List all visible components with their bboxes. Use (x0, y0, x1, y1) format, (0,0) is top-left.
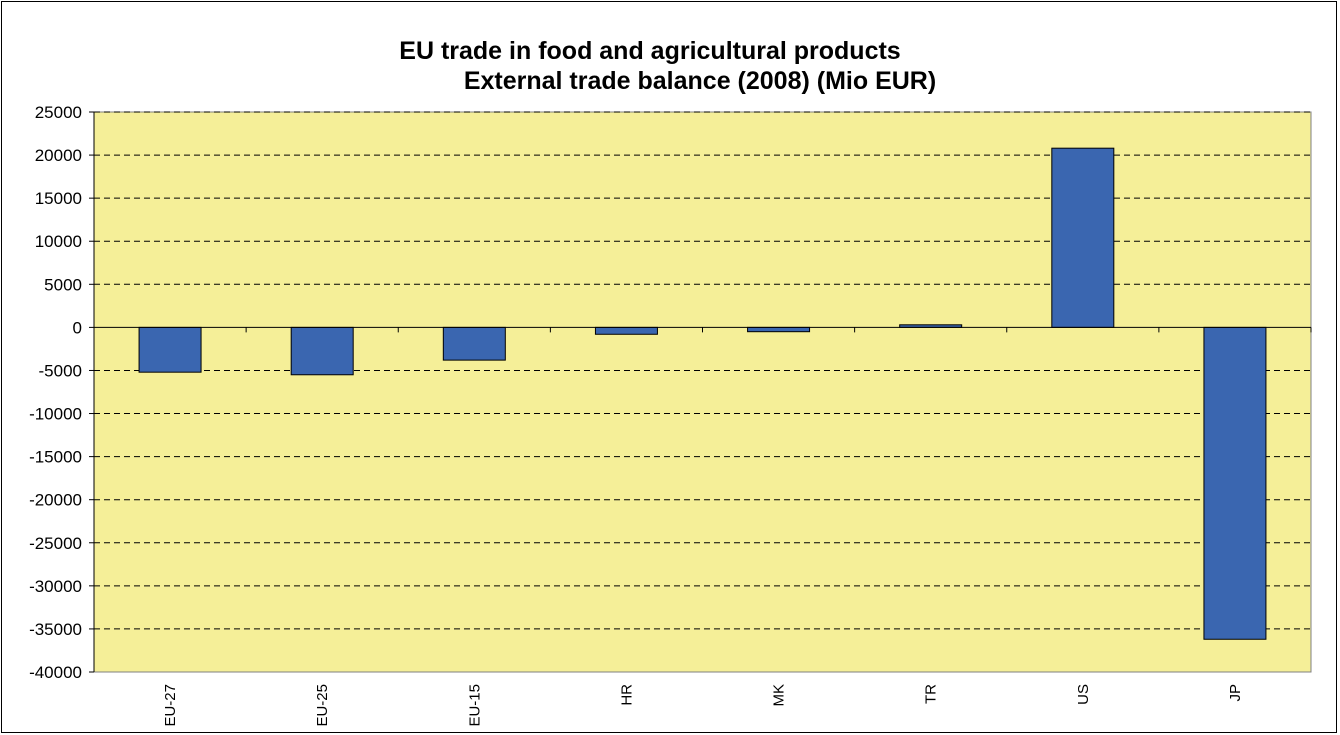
x-axis-ticks: EU-27 EU-25 EU-15 HR MK TR US JP (93, 327, 1312, 727)
bar-hr (594, 326, 658, 335)
plot-area (93, 111, 1312, 673)
y-axis-ticks: 25000 20000 15000 10000 5000 0 -5000 -10000 -150… (29, 103, 95, 682)
bar-eu-27 (138, 326, 202, 373)
chart-title: EU trade in food and agricultural produc… (399, 37, 901, 65)
bar-us (1051, 147, 1115, 328)
y-tick-label: 10000 (35, 232, 82, 251)
x-tick-label: US (1075, 684, 1092, 705)
y-tick-label: 5000 (44, 275, 82, 294)
y-tick-label: -20000 (29, 491, 82, 510)
x-tick-label: JP (1227, 684, 1244, 702)
x-tick-label: EU-27 (162, 684, 179, 727)
x-tick-label: EU-25 (314, 684, 331, 727)
bars (138, 147, 1267, 640)
y-tick-label: -15000 (29, 448, 82, 467)
x-tick-label: TR (923, 684, 940, 704)
y-tick-label: -35000 (29, 620, 82, 639)
x-tick-label: MK (771, 684, 788, 707)
y-tick-label: 25000 (35, 103, 82, 122)
bar-eu-15 (442, 326, 506, 361)
y-tick-label: 15000 (35, 189, 82, 208)
chart-subtitle: External trade balance (2008) (Mio EUR) (463, 67, 937, 95)
y-tick-label: 0 (73, 318, 82, 337)
bar-eu-25 (290, 326, 354, 376)
y-tick-label: -30000 (29, 577, 82, 596)
bar-jp (1203, 326, 1267, 640)
x-tick-label: HR (618, 684, 635, 706)
y-tick-label: -10000 (29, 405, 82, 424)
x-tick-label: EU-15 (466, 684, 483, 727)
y-tick-label: -5000 (39, 361, 82, 380)
y-tick-label: -40000 (29, 663, 82, 682)
bar-mk (747, 326, 811, 333)
y-tick-label: 20000 (35, 146, 82, 165)
y-tick-label: -25000 (29, 534, 82, 553)
chart-title-block: EU trade in food and agricultural produc… (0, 36, 1300, 96)
